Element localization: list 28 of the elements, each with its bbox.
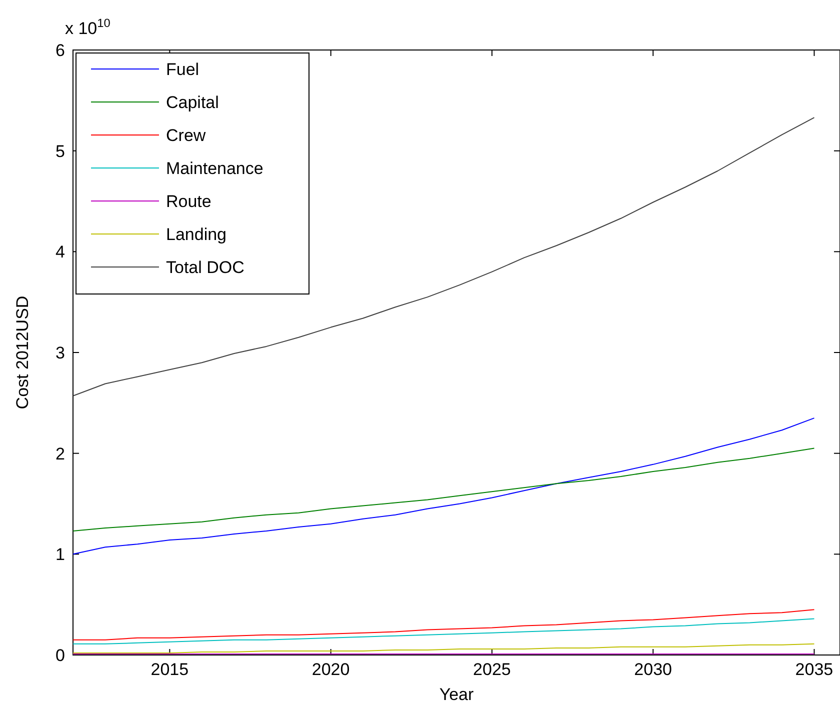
y-tick-label: 5 (56, 142, 65, 161)
y-axis-title: Cost 2012USD (13, 296, 32, 410)
legend-label: Landing (166, 225, 227, 244)
y-tick-label: 6 (56, 41, 65, 60)
legend-label: Route (166, 192, 212, 211)
legend-label: Total DOC (166, 258, 244, 277)
y-tick-label: 4 (56, 242, 65, 262)
line-series (72, 117, 815, 396)
legend-label: Capital (166, 93, 219, 112)
legend-label: Fuel (166, 60, 200, 79)
x-tick-label: 2020 (312, 660, 350, 679)
text: x 10$^{10}$ (65, 16, 111, 38)
y-tick-label: 3 (56, 344, 65, 362)
x-tick-label: 2030 (634, 660, 672, 679)
line-series (72, 418, 815, 555)
line-series (72, 618, 815, 644)
x-tick-label: 2015 (150, 660, 189, 679)
x-tick-label: 2025 (473, 660, 511, 679)
x-axis-title: Year (439, 685, 474, 704)
x-tick-label: 2035 (795, 660, 834, 679)
legend-label: Maintenance (166, 159, 264, 178)
y-tick-label: 1 (56, 545, 65, 564)
y-tick-label: 2 (56, 444, 65, 464)
line-series (72, 643, 815, 654)
legend-label: Crew (166, 126, 206, 145)
line-series (72, 448, 815, 532)
line-series (72, 609, 815, 640)
y-tick-label: 0 (56, 646, 65, 665)
